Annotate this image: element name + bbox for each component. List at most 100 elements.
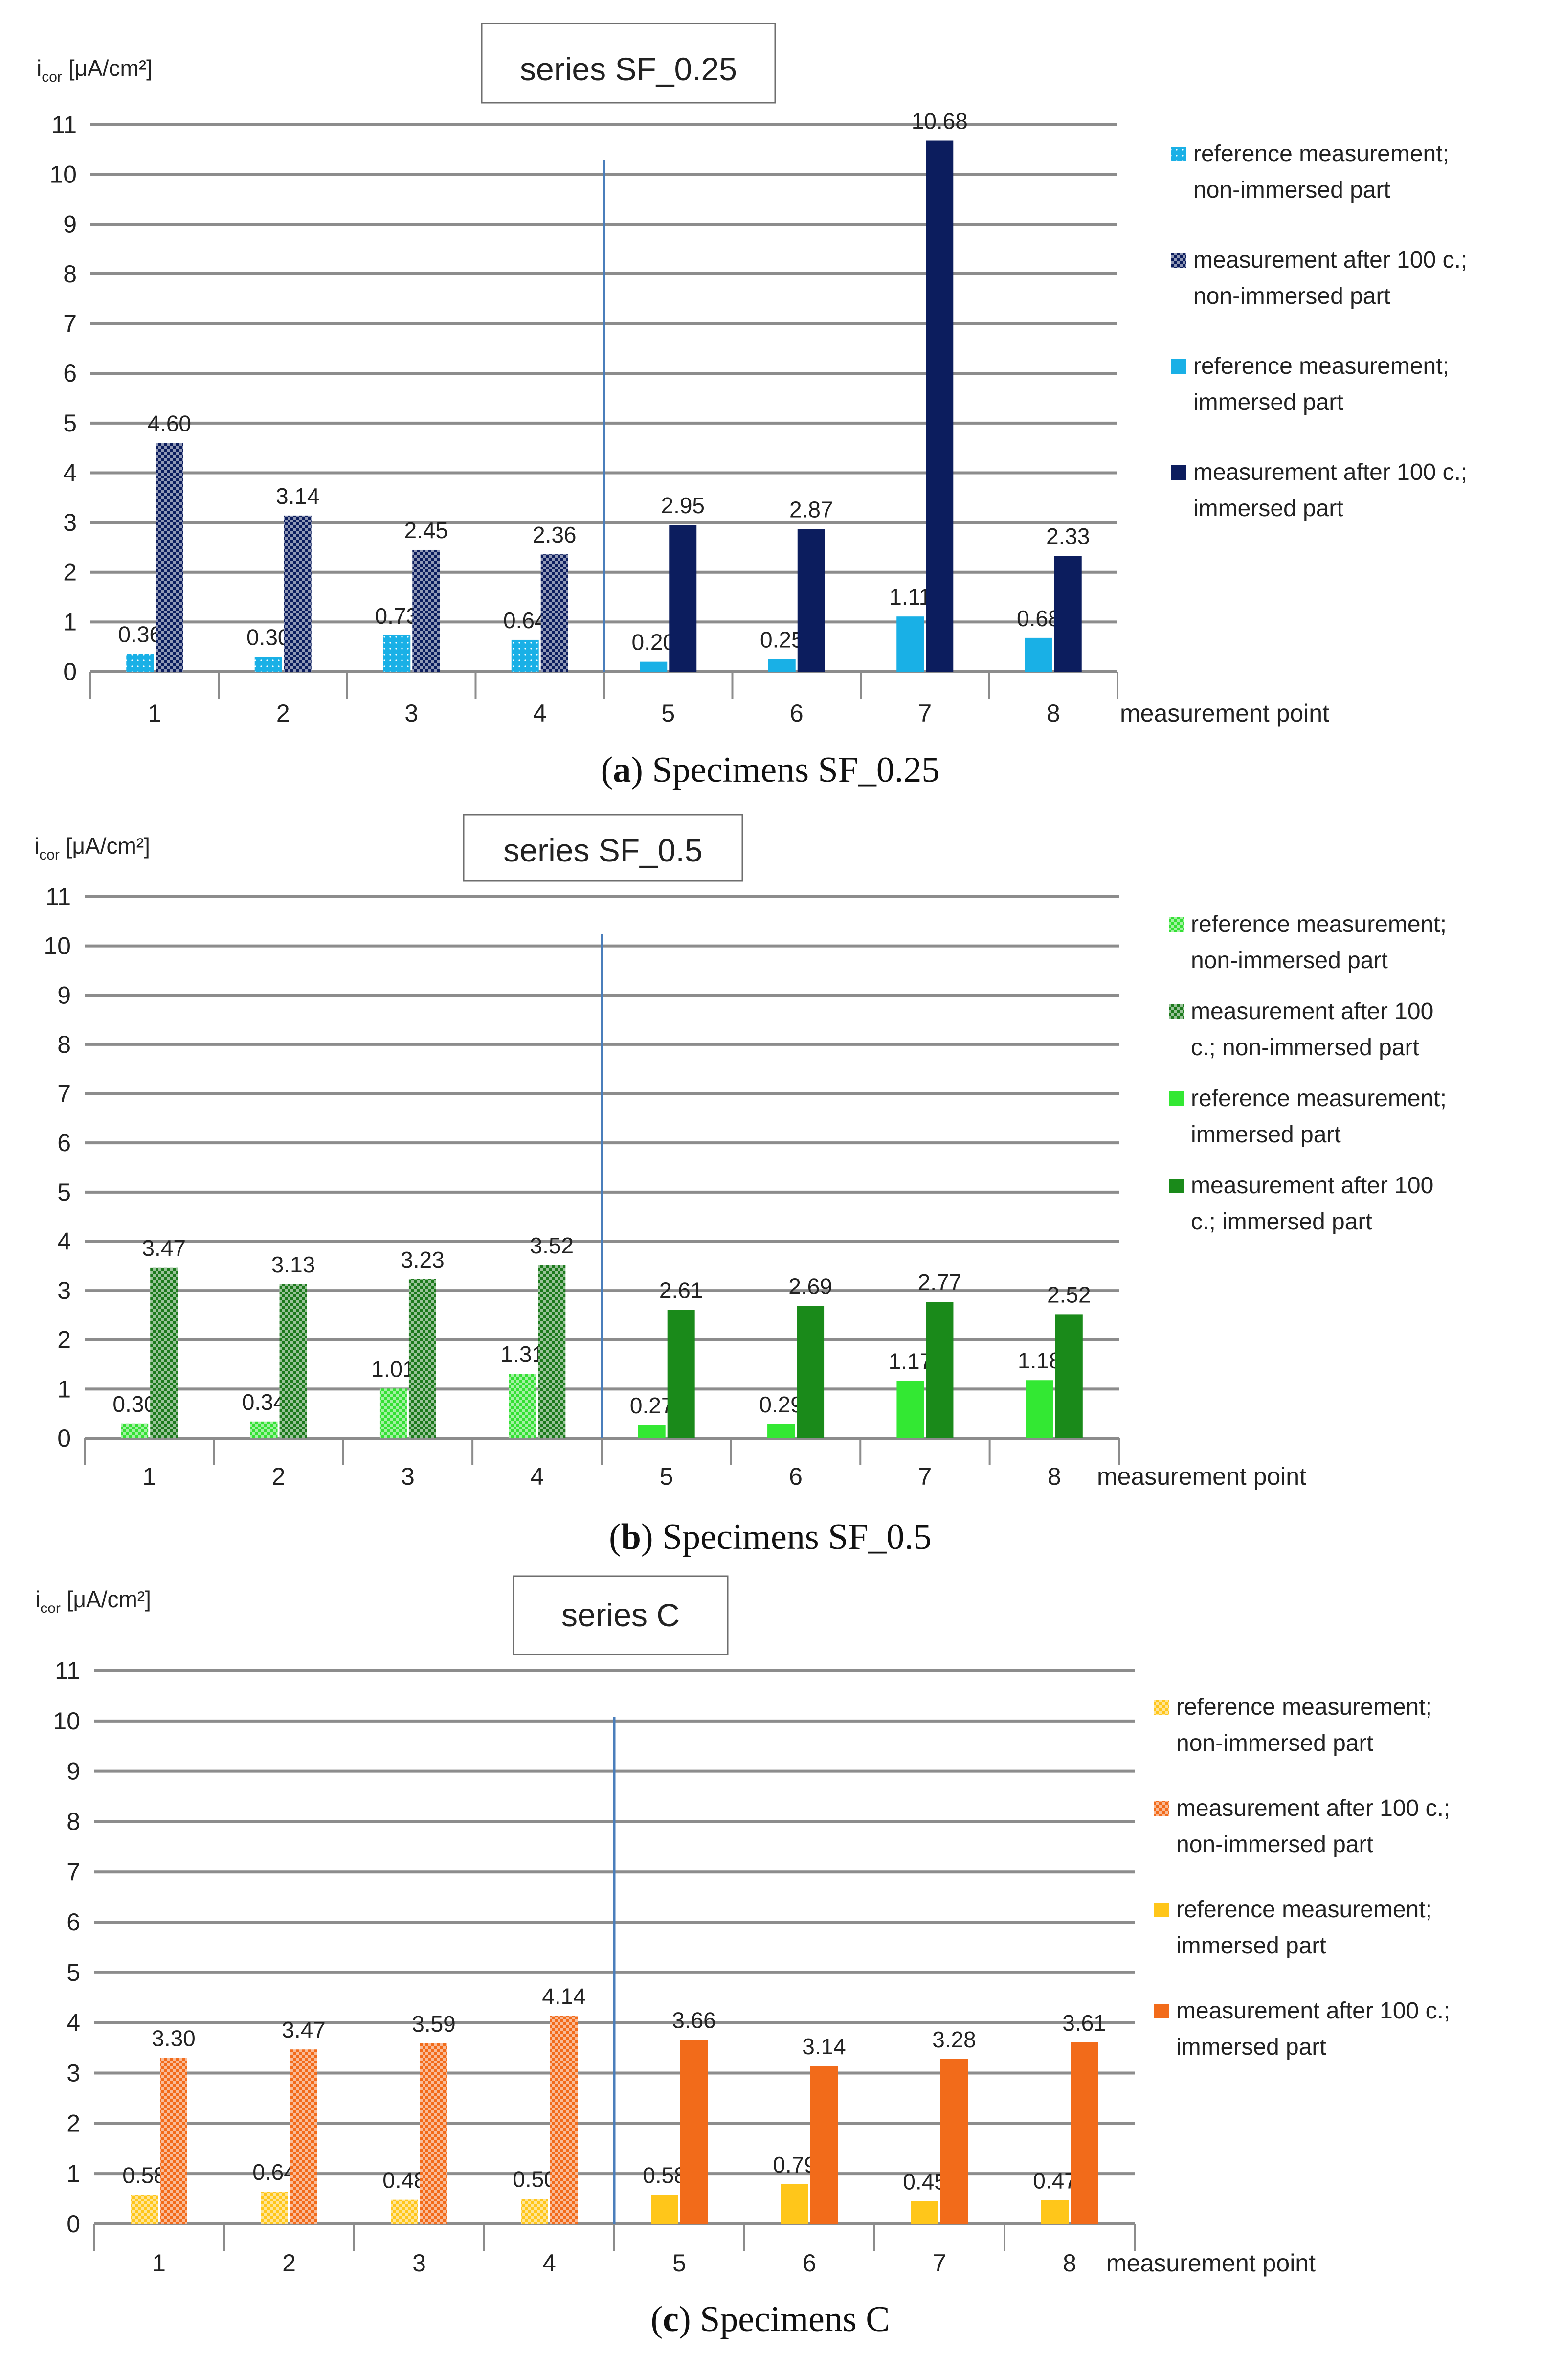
y-tick-label: 0	[63, 658, 77, 685]
legend-swatch	[1169, 1091, 1184, 1106]
chart-title: series C	[561, 1597, 680, 1633]
x-tick-label: 2	[276, 700, 290, 727]
y-axis-label: icor [μA/cm²]	[35, 1587, 151, 1616]
y-tick-label: 11	[51, 111, 77, 138]
legend-swatch	[1154, 1903, 1169, 1917]
y-axis-label: icor [μA/cm²]	[37, 55, 153, 85]
legend-label: measurement after 100	[1191, 998, 1433, 1024]
x-tick-label: 6	[789, 1463, 803, 1490]
bar	[640, 661, 668, 672]
bar	[767, 1424, 795, 1438]
data-label: 0.29	[759, 1392, 803, 1417]
data-label: 0.58	[122, 2162, 166, 2188]
bar	[667, 1310, 695, 1438]
y-tick-label: 5	[63, 409, 77, 437]
y-tick-label: 1	[57, 1375, 71, 1403]
bar	[290, 2049, 317, 2224]
bar	[797, 529, 825, 672]
legend-label: non-immersed part	[1193, 283, 1390, 309]
bar	[121, 1423, 149, 1438]
data-label: 0.30	[246, 625, 290, 650]
x-tick-label: 4	[530, 1463, 544, 1490]
data-label: 3.47	[282, 2017, 326, 2042]
x-axis-label: measurement point	[1106, 2249, 1316, 2277]
data-label: 0.68	[1017, 606, 1061, 631]
data-label: 1.31	[501, 1341, 545, 1367]
y-tick-label: 8	[63, 260, 77, 288]
data-label: 0.58	[643, 2162, 687, 2188]
x-tick-label: 4	[533, 700, 547, 727]
y-tick-label: 9	[57, 981, 71, 1009]
x-tick-label: 8	[1047, 700, 1060, 727]
legend-label: immersed part	[1193, 389, 1343, 415]
y-tick-label: 3	[67, 2060, 80, 2087]
legend-label: non-immersed part	[1193, 177, 1390, 203]
bar	[896, 1381, 924, 1438]
y-tick-label: 9	[67, 1758, 80, 1785]
data-label: 3.23	[401, 1247, 445, 1272]
data-label: 0.50	[513, 2167, 557, 2192]
bar	[651, 2195, 678, 2224]
bar	[1026, 1380, 1053, 1438]
bar	[279, 1284, 307, 1438]
figure-caption: (a) Specimens SF_0.25	[601, 750, 940, 790]
chart-title: series SF_0.25	[520, 51, 737, 87]
y-tick-label: 11	[45, 883, 71, 910]
legend-swatch	[1154, 1700, 1169, 1715]
x-axis-label: measurement point	[1097, 1463, 1306, 1490]
legend-label: non-immersed part	[1176, 1832, 1373, 1858]
y-tick-label: 9	[63, 210, 77, 238]
y-tick-label: 8	[67, 1808, 80, 1835]
x-tick-label: 2	[272, 1463, 286, 1490]
legend-swatch	[1171, 359, 1186, 374]
data-label: 0.64	[503, 608, 547, 633]
legend-label: immersed part	[1193, 496, 1343, 521]
legend-swatch	[1171, 253, 1186, 268]
y-axis-label: icor [μA/cm²]	[34, 833, 150, 863]
legend-label: measurement after 100 c.;	[1193, 247, 1467, 273]
data-label: 2.33	[1046, 523, 1090, 549]
legend-swatch	[1171, 465, 1186, 480]
data-label: 0.20	[631, 630, 675, 655]
bar	[940, 2059, 968, 2224]
y-tick-label: 10	[49, 161, 77, 188]
y-tick-label: 2	[67, 2109, 80, 2137]
bar	[1055, 1314, 1083, 1438]
legend-label: measurement after 100 c.;	[1193, 459, 1467, 485]
y-tick-label: 10	[44, 932, 71, 960]
data-label: 0.48	[382, 2168, 426, 2193]
data-label: 2.36	[533, 522, 577, 547]
x-tick-label: 5	[672, 2249, 686, 2277]
y-tick-label: 3	[63, 509, 77, 536]
bar	[1025, 637, 1052, 672]
legend-label: reference measurement;	[1193, 141, 1449, 167]
x-tick-label: 3	[401, 1463, 415, 1490]
bar	[250, 1421, 278, 1438]
bar	[1054, 556, 1082, 672]
data-label: 2.87	[789, 497, 833, 522]
x-tick-label: 6	[790, 700, 804, 727]
y-tick-label: 6	[63, 360, 77, 387]
bar	[412, 549, 440, 672]
x-tick-label: 1	[152, 2249, 166, 2277]
bar	[383, 635, 411, 672]
legend-swatch	[1171, 147, 1186, 161]
data-label: 3.47	[142, 1235, 186, 1261]
y-tick-label: 5	[67, 1959, 80, 1986]
bar	[156, 443, 183, 672]
bar	[160, 2058, 187, 2224]
y-tick-label: 2	[63, 559, 77, 586]
data-label: 10.68	[912, 109, 968, 134]
data-label: 3.30	[152, 2026, 196, 2051]
data-label: 3.52	[530, 1233, 574, 1258]
data-label: 0.36	[118, 621, 162, 647]
x-tick-label: 7	[933, 2249, 946, 2277]
figure-caption: (c) Specimens C	[650, 2299, 890, 2339]
legend-label: measurement after 100 c.;	[1176, 1795, 1450, 1821]
bar	[550, 2016, 578, 2224]
data-label: 3.61	[1062, 2010, 1106, 2036]
x-tick-label: 5	[660, 1463, 673, 1490]
data-label: 0.30	[112, 1391, 156, 1417]
bar	[896, 616, 924, 672]
